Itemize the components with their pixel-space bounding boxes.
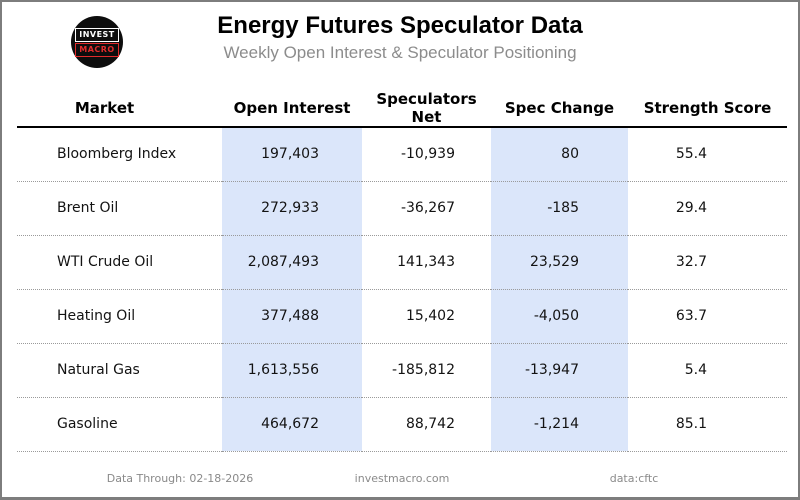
table-row: Bloomberg Index 197,403 -10,939 80 55.4 [17,127,787,181]
cell-strength-score: 5.4 [684,362,707,378]
page-subtitle: Weekly Open Interest & Speculator Positi… [223,43,577,62]
column-header-strength-score: Strength Score [643,99,772,117]
table-row: Heating Oil 377,488 15,402 -4,050 63.7 [17,289,787,343]
cell-speculators-net: 15,402 [406,308,455,324]
table-row: WTI Crude Oil 2,087,493 141,343 23,529 32.7 [17,235,787,289]
cell-speculators-net: -36,267 [400,200,455,216]
cell-market: Brent Oil [57,200,119,216]
cell-strength-score: 85.1 [675,416,707,432]
header: Energy Futures Speculator Data Weekly Op… [2,12,798,63]
cell-open-interest: 272,933 [222,181,362,235]
cell-speculators-net: 88,742 [406,416,455,432]
cell-strength-score: 32.7 [675,254,707,270]
cell-open-interest: 2,087,493 [222,235,362,289]
cell-market: Bloomberg Index [57,146,177,163]
column-header-market: Market [74,99,135,117]
cell-open-interest: 377,488 [222,289,362,343]
table-header-row: Market Open Interest Speculators Net Spe… [17,90,787,127]
cell-spec-change: 23,529 [491,235,628,289]
logo-text-invest: INVEST [75,27,119,42]
cell-market: Heating Oil [57,308,136,324]
cell-speculators-net: 141,343 [397,254,455,270]
page-title: Energy Futures Speculator Data [217,12,583,39]
cell-market: WTI Crude Oil [57,254,154,270]
table-row: Brent Oil 272,933 -36,267 -185 29.4 [17,181,787,235]
cell-market: Natural Gas [57,362,140,378]
cell-open-interest: 464,672 [222,397,362,451]
footer-data-through: Data Through: 02-18-2026 [106,472,254,485]
speculator-table-wrap: Market Open Interest Speculators Net Spe… [17,90,787,452]
footer-source: data:cftc [609,472,659,485]
cell-market: Gasoline [57,416,118,432]
table-row: Natural Gas 1,613,556 -185,812 -13,947 5.4 [17,343,787,397]
footer-website: investmacro.com [354,472,450,485]
cell-speculators-net: -185,812 [392,362,455,378]
column-header-open-interest: Open Interest [233,99,351,117]
cell-speculators-net: -10,939 [400,146,455,163]
cell-strength-score: 55.4 [675,146,707,163]
cell-spec-change: -13,947 [491,343,628,397]
table-row: Gasoline 464,672 88,742 -1,214 85.1 [17,397,787,451]
column-header-speculators-net: Speculators Net [376,90,477,126]
investmacro-logo: INVEST MACRO [71,16,123,68]
cell-spec-change: -1,214 [491,397,628,451]
cell-strength-score: 29.4 [675,200,707,216]
cell-spec-change: 80 [491,127,628,181]
footer: Data Through: 02-18-2026 investmacro.com… [2,472,798,492]
cell-spec-change: -185 [491,181,628,235]
cell-open-interest: 197,403 [222,127,362,181]
speculator-table: Market Open Interest Speculators Net Spe… [17,90,787,452]
column-header-spec-change: Spec Change [504,99,615,117]
cell-open-interest: 1,613,556 [222,343,362,397]
cell-strength-score: 63.7 [675,308,707,324]
logo-text-macro: MACRO [75,42,119,57]
cell-spec-change: -4,050 [491,289,628,343]
